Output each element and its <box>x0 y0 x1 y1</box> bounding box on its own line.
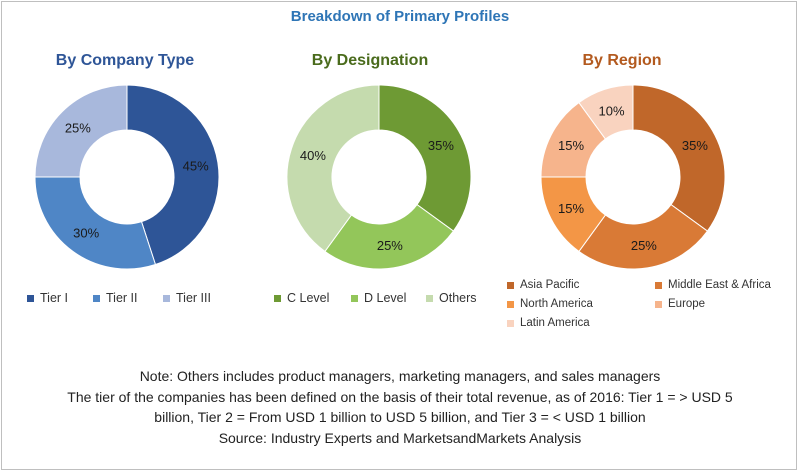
legend-item: Tier II <box>93 291 137 305</box>
donut-data-label: 40% <box>300 148 326 163</box>
legend-label: Tier III <box>176 291 211 305</box>
legend-label: Europe <box>668 298 706 310</box>
donut-chart-company-type: 45% 30% 25% <box>34 84 220 270</box>
legend-swatch <box>507 319 514 327</box>
donut-slice-middle-east-africa <box>578 203 709 270</box>
legend-item: C Level <box>274 291 329 305</box>
donut-slice-c-level <box>378 84 472 232</box>
legend-item: Asia Pacific <box>507 279 579 291</box>
legend-swatch <box>655 281 662 289</box>
legend-label: Asia Pacific <box>520 279 580 291</box>
legend-swatch <box>655 300 662 308</box>
donut-chart-designation: 35% 25% 40% <box>286 84 472 270</box>
legend-item: D Level <box>351 291 406 305</box>
legend-label: Tier II <box>106 291 138 305</box>
chart-subtitle-designation: By Designation <box>311 52 429 69</box>
chart-subtitle-company-type: By Company Type <box>55 52 195 69</box>
note-tier-definition: The tier of the companies has been defin… <box>67 388 733 405</box>
legend-swatch <box>507 300 514 308</box>
donut-slice-asia-pacific <box>632 84 726 232</box>
donut-data-label: 35% <box>428 138 454 153</box>
legend-swatch <box>163 294 170 302</box>
legend-label: Others <box>439 291 477 305</box>
legend-label: Middle East & Africa <box>668 279 771 291</box>
note-tier-definition-cont: billion, Tier 2 = From USD 1 billion to … <box>154 409 646 425</box>
legend-item: Tier III <box>163 291 211 305</box>
legend-swatch <box>426 294 433 302</box>
donut-slice-tier-iii <box>34 84 128 178</box>
legend-swatch <box>274 294 281 302</box>
legend-item: Others <box>426 291 477 305</box>
legend-item: Tier I <box>27 291 68 305</box>
legend-item: Middle East & Africa <box>655 279 771 291</box>
legend-swatch <box>93 294 100 302</box>
donut-slice-others <box>286 84 380 253</box>
donut-data-label: 25% <box>631 238 657 253</box>
donut-slice-latin-america <box>578 84 634 140</box>
legend-swatch <box>351 294 358 302</box>
figure-title: Breakdown of Primary Profiles <box>290 8 510 25</box>
legend-label: D Level <box>364 291 407 305</box>
legend-item: North America <box>507 298 593 310</box>
donut-data-label: 15% <box>558 138 584 153</box>
legend-label: North America <box>520 298 593 310</box>
legend-label: Latin America <box>520 317 590 329</box>
donut-slice-tier-ii <box>34 176 157 270</box>
donut-slice-d-level <box>324 203 455 270</box>
legend-item: Latin America <box>507 317 590 329</box>
donut-data-label: 30% <box>73 226 99 241</box>
donut-data-label: 25% <box>377 238 403 253</box>
donut-data-label: 45% <box>183 159 209 174</box>
donut-data-label: 25% <box>65 120 91 135</box>
donut-data-label: 35% <box>682 138 708 153</box>
legend-label: C Level <box>287 291 330 305</box>
legend-swatch <box>27 294 34 302</box>
notes-block: Note: Others includes product managers, … <box>0 366 800 448</box>
legend-item: Europe <box>655 298 705 310</box>
donut-slice-tier-i <box>126 84 220 266</box>
note-others: Note: Others includes product managers, … <box>139 368 661 384</box>
donut-chart-region: 35% 25% 15% 15% 10% <box>540 84 726 270</box>
legend-label: Tier I <box>40 291 69 305</box>
donut-data-label: 15% <box>558 201 584 216</box>
legend-swatch <box>507 281 514 289</box>
chart-subtitle-region: By Region <box>582 52 662 69</box>
note-source: Source: Industry Experts and MarketsandM… <box>218 429 582 446</box>
donut-data-label: 10% <box>599 103 625 118</box>
